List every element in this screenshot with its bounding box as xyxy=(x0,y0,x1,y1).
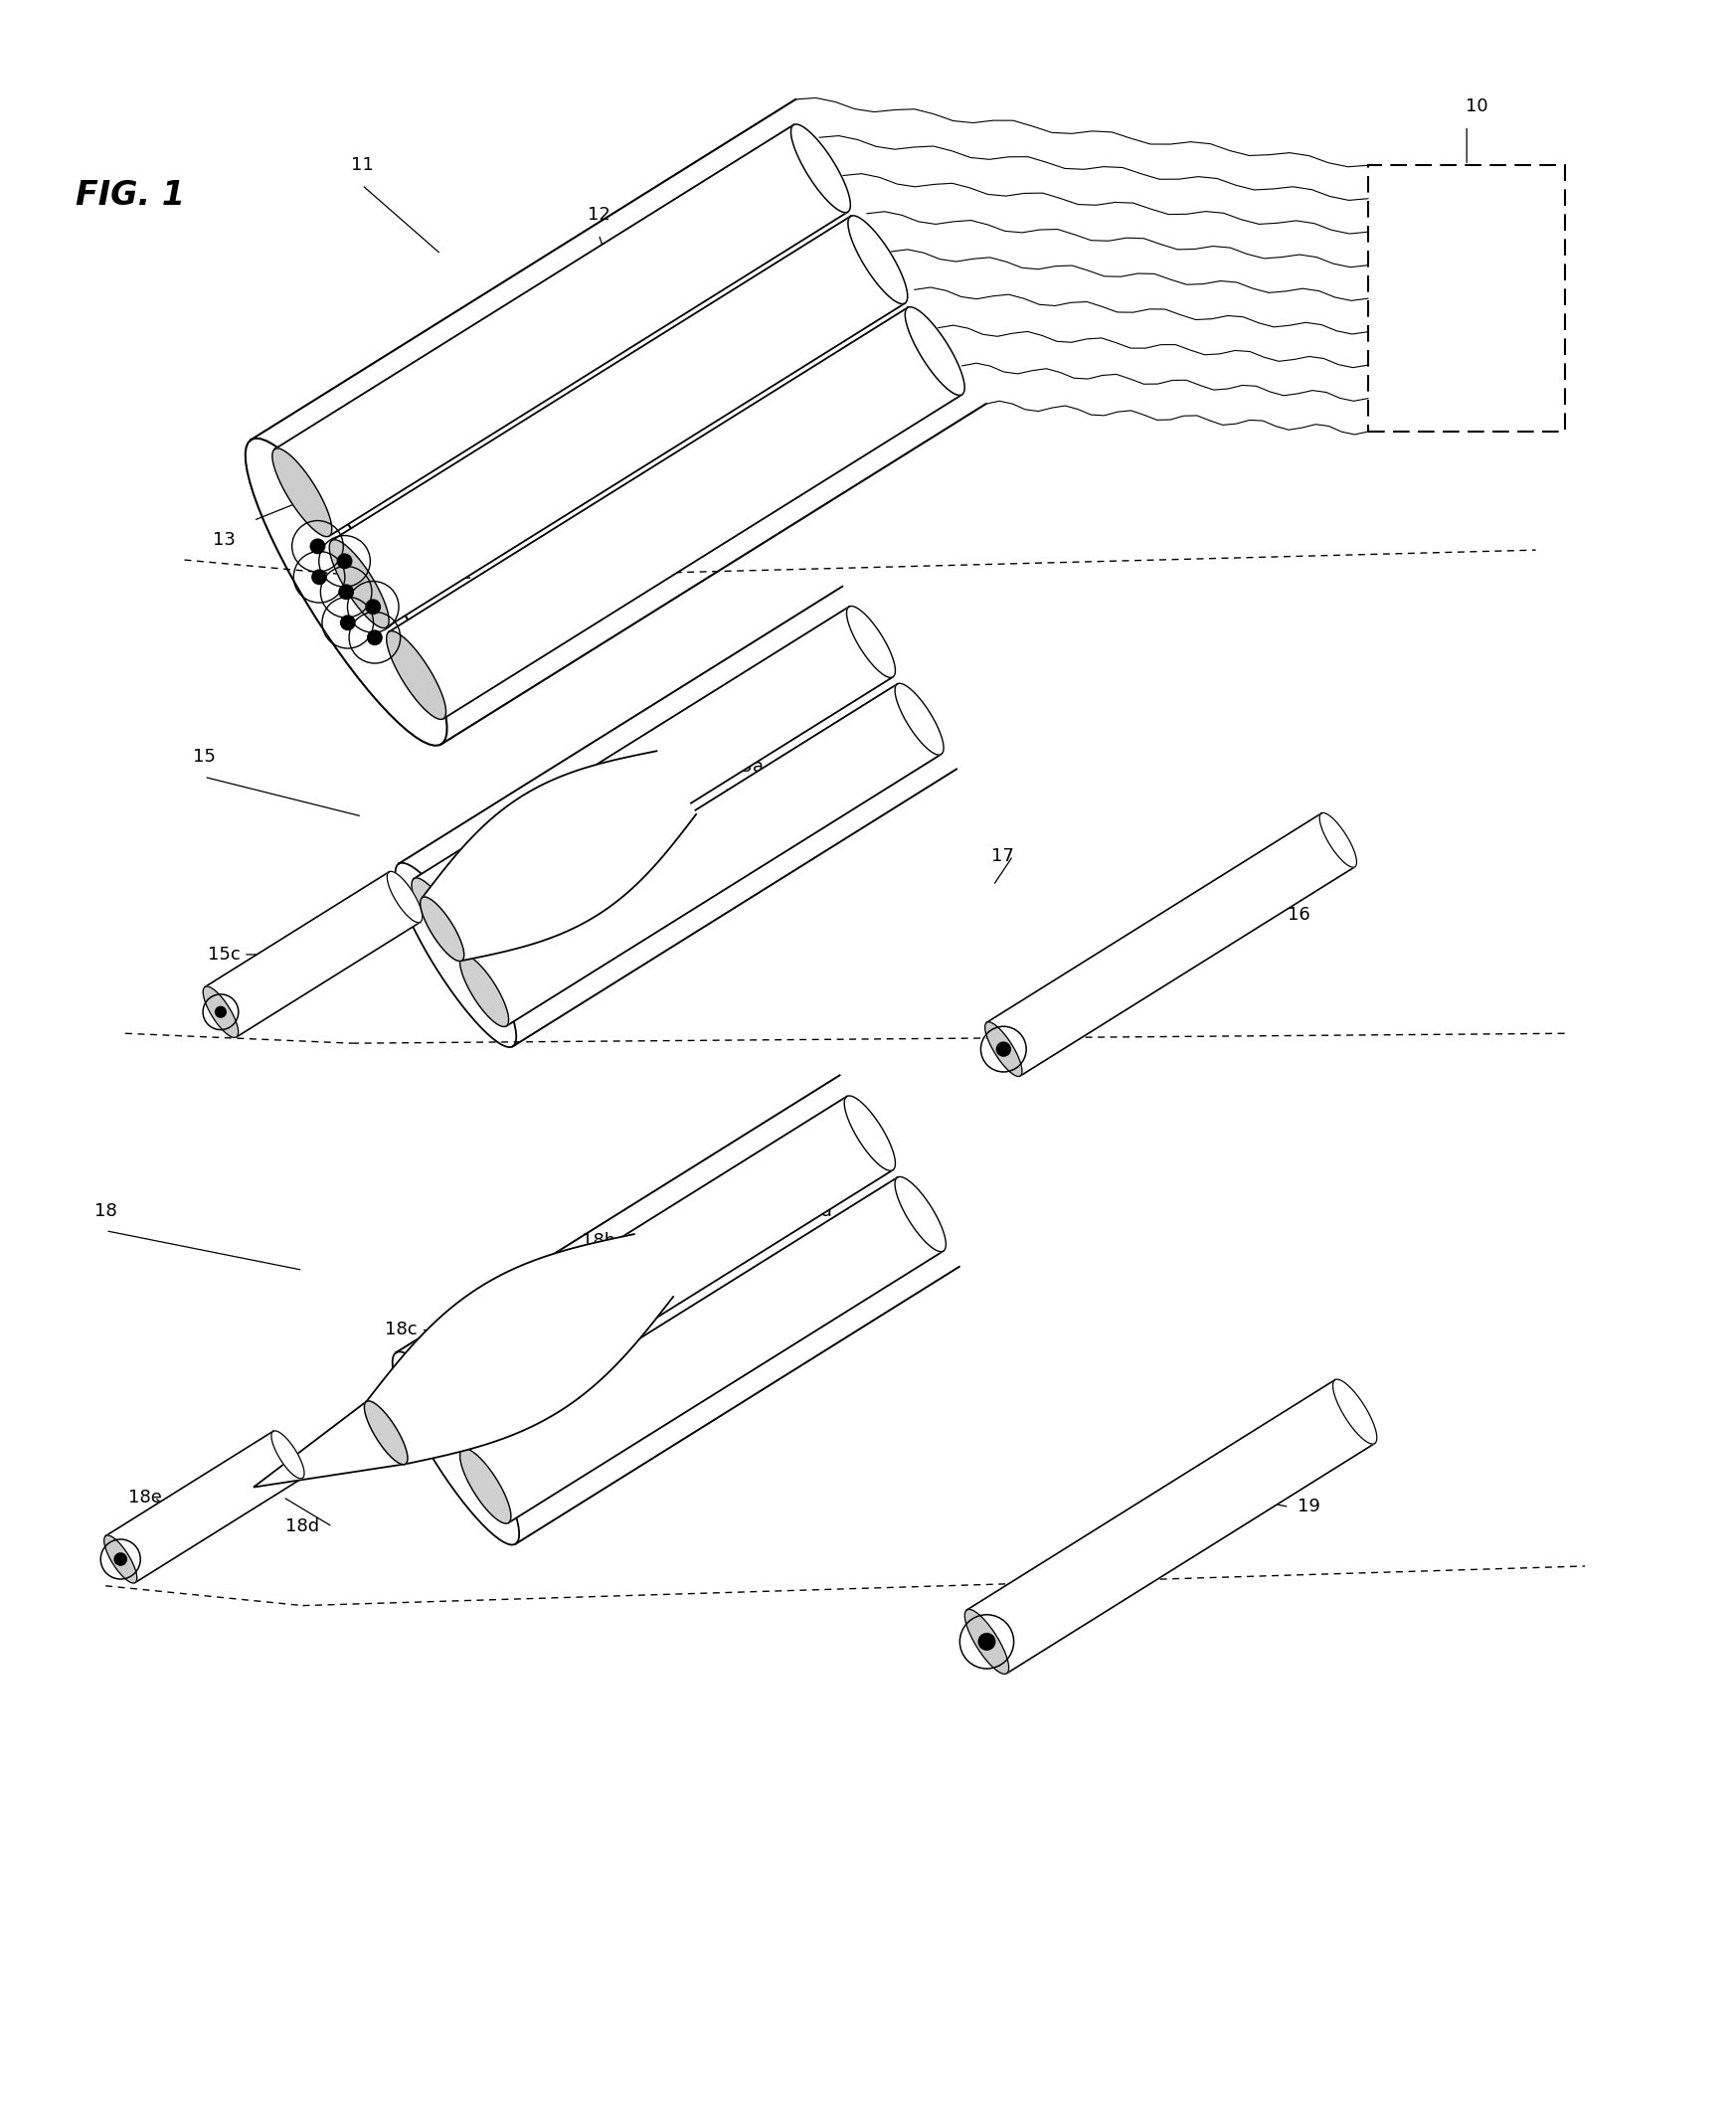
Text: 18b: 18b xyxy=(582,1232,616,1249)
Circle shape xyxy=(312,570,326,585)
Polygon shape xyxy=(387,872,422,923)
Polygon shape xyxy=(1319,813,1356,868)
Polygon shape xyxy=(104,1536,137,1582)
Polygon shape xyxy=(411,1095,892,1442)
Polygon shape xyxy=(330,540,389,627)
Text: 19: 19 xyxy=(1297,1497,1321,1517)
Polygon shape xyxy=(106,1431,302,1582)
Polygon shape xyxy=(896,683,944,755)
Text: 17: 17 xyxy=(991,847,1014,866)
Polygon shape xyxy=(422,751,696,961)
Polygon shape xyxy=(253,1402,406,1487)
Polygon shape xyxy=(389,308,962,719)
Text: 13: 13 xyxy=(212,532,236,549)
Text: 18c: 18c xyxy=(385,1321,418,1338)
Polygon shape xyxy=(460,955,509,1027)
Polygon shape xyxy=(1333,1378,1377,1444)
Polygon shape xyxy=(792,123,851,213)
Polygon shape xyxy=(967,1380,1375,1674)
Polygon shape xyxy=(203,987,238,1038)
Text: 18e: 18e xyxy=(128,1489,161,1506)
Polygon shape xyxy=(411,878,460,949)
Polygon shape xyxy=(896,1176,946,1251)
Polygon shape xyxy=(847,606,896,679)
Polygon shape xyxy=(415,606,892,949)
Polygon shape xyxy=(410,1368,460,1442)
Circle shape xyxy=(340,615,354,630)
Text: 10: 10 xyxy=(1465,98,1488,115)
Text: 18a: 18a xyxy=(799,1202,833,1221)
Polygon shape xyxy=(844,1095,896,1170)
Polygon shape xyxy=(387,632,446,719)
Circle shape xyxy=(215,1006,226,1017)
Polygon shape xyxy=(847,215,908,304)
Polygon shape xyxy=(462,685,941,1025)
Text: 15c: 15c xyxy=(208,947,240,964)
Text: 15: 15 xyxy=(193,749,215,766)
Text: 15b: 15b xyxy=(483,857,517,874)
Circle shape xyxy=(996,1042,1010,1057)
Polygon shape xyxy=(984,1021,1023,1076)
Polygon shape xyxy=(332,217,904,627)
Text: 11: 11 xyxy=(351,157,373,174)
Text: 12: 12 xyxy=(587,206,609,223)
Text: 15a: 15a xyxy=(729,757,764,776)
Circle shape xyxy=(979,1634,995,1651)
Polygon shape xyxy=(365,1402,408,1466)
Polygon shape xyxy=(366,1234,674,1463)
Polygon shape xyxy=(420,898,464,961)
Polygon shape xyxy=(271,1431,304,1478)
Circle shape xyxy=(339,585,354,600)
Polygon shape xyxy=(460,1448,510,1523)
Text: 18: 18 xyxy=(94,1202,116,1221)
Bar xyxy=(1368,166,1566,432)
Text: 16: 16 xyxy=(1288,906,1311,923)
Circle shape xyxy=(311,538,325,553)
Text: 18d: 18d xyxy=(286,1519,319,1536)
Circle shape xyxy=(337,553,352,568)
Polygon shape xyxy=(205,872,420,1038)
Polygon shape xyxy=(904,306,965,396)
Circle shape xyxy=(115,1553,127,1565)
Text: FIG. 1: FIG. 1 xyxy=(76,179,186,211)
Polygon shape xyxy=(965,1610,1009,1674)
Text: 14: 14 xyxy=(321,453,344,470)
Polygon shape xyxy=(273,449,332,536)
Polygon shape xyxy=(274,125,847,536)
Circle shape xyxy=(366,600,380,615)
Polygon shape xyxy=(462,1178,943,1523)
Circle shape xyxy=(368,630,382,644)
Polygon shape xyxy=(986,813,1354,1076)
